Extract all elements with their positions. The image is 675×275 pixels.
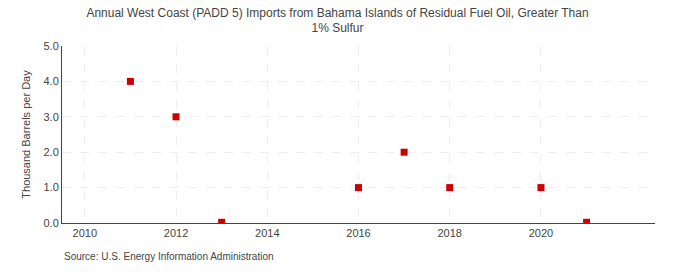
svg-text:5.0: 5.0	[44, 40, 59, 52]
svg-text:Annual West Coast (PADD 5) Imp: Annual West Coast (PADD 5) Imports from …	[86, 6, 588, 36]
svg-text:Source: U.S. Energy Informatio: Source: U.S. Energy Information Administ…	[64, 251, 274, 262]
svg-text:2.0: 2.0	[44, 146, 59, 158]
svg-text:2018: 2018	[437, 227, 461, 239]
svg-text:2012: 2012	[164, 227, 188, 239]
svg-text:2014: 2014	[255, 227, 279, 239]
svg-text:3.0: 3.0	[44, 111, 59, 123]
svg-text:4.0: 4.0	[44, 75, 59, 87]
svg-text:0.0: 0.0	[44, 217, 59, 229]
svg-text:2020: 2020	[529, 227, 553, 239]
svg-text:2010: 2010	[73, 227, 97, 239]
svg-text:1.0: 1.0	[44, 181, 59, 193]
svg-text:Thousand Barrels per Day: Thousand Barrels per Day	[20, 70, 32, 199]
svg-text:2016: 2016	[346, 227, 370, 239]
